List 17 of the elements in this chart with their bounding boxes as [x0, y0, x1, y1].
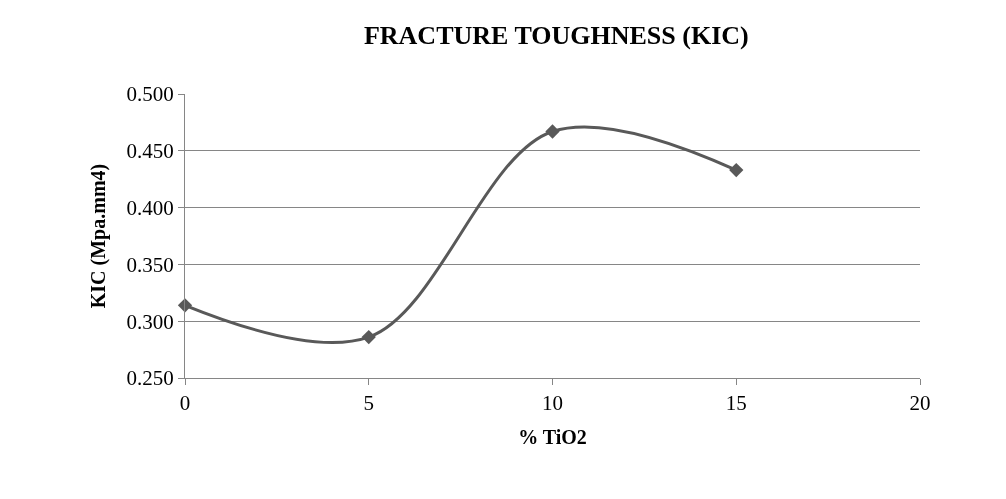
chart-title: FRACTURE TOUGHNESS (KIC) — [363, 21, 749, 51]
x-tick-label: 10 — [542, 391, 563, 416]
x-tick-label: 15 — [725, 391, 747, 416]
x-axis-title: % TiO2 — [518, 425, 587, 448]
y-tick-label: 0.400 — [126, 195, 174, 220]
y-tick-label: 0.350 — [126, 252, 174, 277]
x-tick-label: 0 — [179, 391, 191, 416]
y-tick-label: 0.250 — [126, 366, 174, 391]
y-axis-title: KIC (Mpa.mm4) — [87, 163, 111, 309]
y-tick-label: 0.450 — [126, 139, 174, 164]
x-tick-label: 20 — [909, 391, 931, 416]
point — [545, 124, 560, 139]
x-tick-label: 5 — [363, 391, 374, 416]
point — [361, 329, 376, 345]
point — [729, 162, 744, 178]
y-tick-label: 0.500 — [126, 82, 174, 107]
y-tick-label: 0.300 — [126, 309, 174, 334]
